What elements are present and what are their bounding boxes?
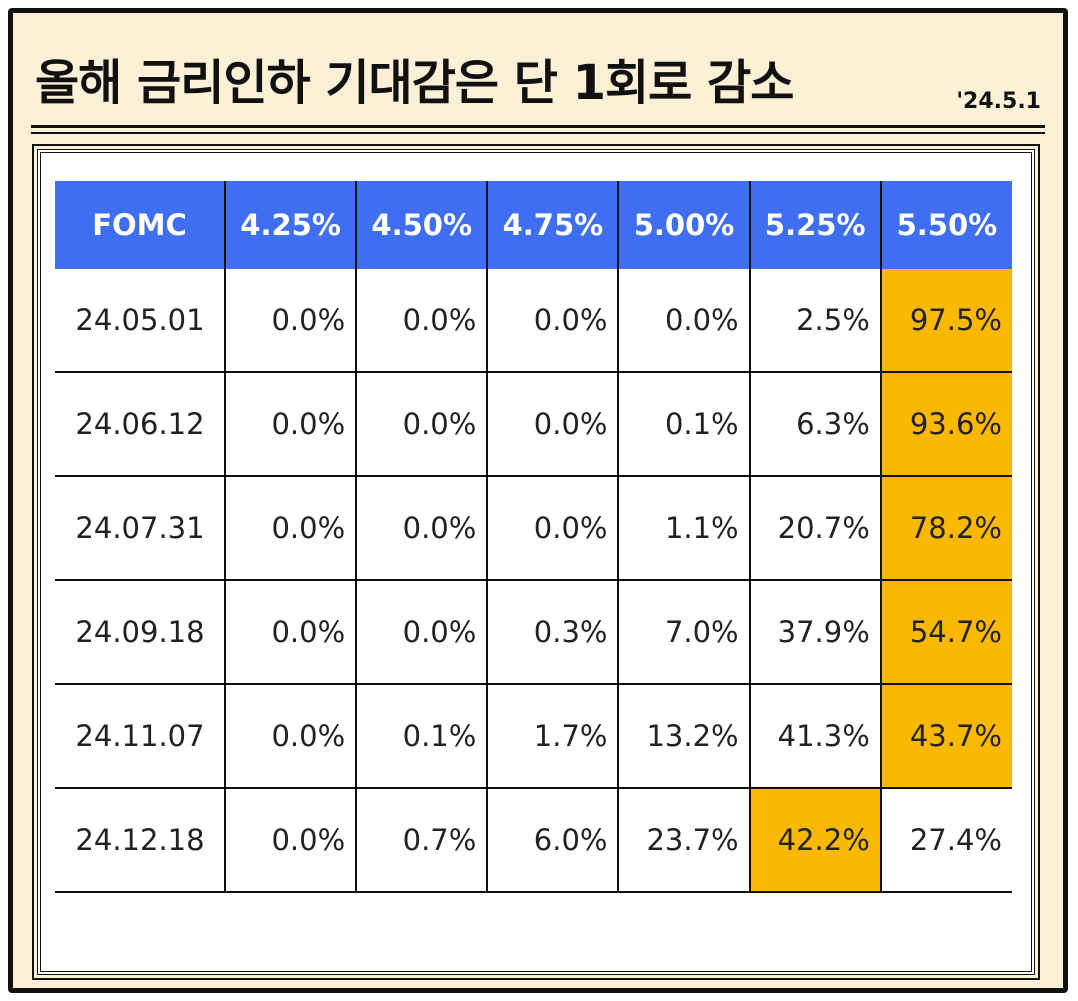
table-row: 24.06.12 0.0% 0.0% 0.0% 0.1% 6.3% 93.6% [55, 372, 1012, 477]
probability-cell: 0.7% [355, 788, 488, 893]
table-row: 24.09.18 0.0% 0.0% 0.3% 7.0% 37.9% 54.7% [55, 580, 1012, 685]
probability-cell: 93.6% [879, 372, 1012, 477]
probability-cell: 0.0% [223, 372, 357, 477]
probability-cell: 0.1% [355, 684, 488, 789]
table-row: 24.11.07 0.0% 0.1% 1.7% 13.2% 41.3% 43.7% [55, 684, 1012, 789]
probability-cell: 0.0% [223, 684, 357, 789]
probability-cell: 0.0% [486, 372, 619, 477]
table-row: 24.07.31 0.0% 0.0% 0.0% 1.1% 20.7% 78.2% [55, 476, 1012, 581]
probability-cell: 13.2% [617, 684, 750, 789]
column-header: 4.50% [355, 181, 488, 269]
probability-cell: 37.9% [748, 580, 881, 685]
column-header: FOMC [55, 181, 225, 269]
probability-cell: 1.1% [617, 476, 750, 581]
probability-cell: 0.0% [355, 269, 488, 373]
header-row: FOMC 4.25% 4.50% 4.75% 5.00% 5.25% 5.50% [55, 181, 1012, 269]
probability-table: FOMC 4.25% 4.50% 4.75% 5.00% 5.25% 5.50% 24.05… [55, 181, 1012, 893]
date-cell: 24.11.07 [55, 684, 225, 789]
probability-cell: 0.3% [486, 580, 619, 685]
probability-cell: 0.0% [223, 788, 357, 893]
probability-cell: 0.0% [355, 372, 488, 477]
column-header: 4.25% [223, 181, 357, 269]
title: 올해 금리인하 기대감은 단 1회로 감소 [35, 55, 794, 111]
probability-cell: 20.7% [748, 476, 881, 581]
table-panel: FOMC 4.25% 4.50% 4.75% 5.00% 5.25% 5.50% 24.05… [32, 144, 1040, 980]
probability-cell: 42.2% [748, 788, 881, 893]
probability-cell: 0.0% [223, 580, 357, 685]
probability-cell: 0.0% [486, 476, 619, 581]
probability-cell: 0.0% [223, 476, 357, 581]
date-cell: 24.06.12 [55, 372, 225, 477]
probability-cell: 0.0% [617, 269, 750, 373]
probability-cell: 0.0% [355, 580, 488, 685]
column-header: 5.25% [748, 181, 881, 269]
probability-cell: 27.4% [879, 788, 1012, 893]
probability-cell: 2.5% [748, 269, 881, 373]
date-cell: 24.12.18 [55, 788, 225, 893]
column-header: 5.50% [879, 181, 1012, 269]
probability-cell: 0.0% [486, 269, 619, 373]
column-header: 4.75% [486, 181, 619, 269]
title-rule [31, 125, 1045, 134]
probability-cell: 78.2% [879, 476, 1012, 581]
frame: 올해 금리인하 기대감은 단 1회로 감소 '24.5.1 FOMC 4.25% 4… [8, 8, 1068, 993]
table-body: 24.05.01 0.0% 0.0% 0.0% 0.0% 2.5% 97.5% 24.06.1… [55, 269, 1012, 893]
date: '24.5.1 [956, 89, 1041, 114]
probability-cell: 1.7% [486, 684, 619, 789]
probability-cell: 0.0% [355, 476, 488, 581]
probability-cell: 43.7% [879, 684, 1012, 789]
probability-cell: 41.3% [748, 684, 881, 789]
probability-cell: 6.3% [748, 372, 881, 477]
probability-cell: 0.0% [223, 269, 357, 373]
probability-cell: 23.7% [617, 788, 750, 893]
probability-cell: 6.0% [486, 788, 619, 893]
table-row: 24.05.01 0.0% 0.0% 0.0% 0.0% 2.5% 97.5% [55, 269, 1012, 373]
date-cell: 24.07.31 [55, 476, 225, 581]
column-header: 5.00% [617, 181, 750, 269]
probability-cell: 7.0% [617, 580, 750, 685]
probability-cell: 54.7% [879, 580, 1012, 685]
probability-cell: 0.1% [617, 372, 750, 477]
probability-cell: 97.5% [879, 269, 1012, 373]
date-cell: 24.09.18 [55, 580, 225, 685]
table-row: 24.12.18 0.0% 0.7% 6.0% 23.7% 42.2% 27.4% [55, 788, 1012, 893]
date-cell: 24.05.01 [55, 269, 225, 373]
